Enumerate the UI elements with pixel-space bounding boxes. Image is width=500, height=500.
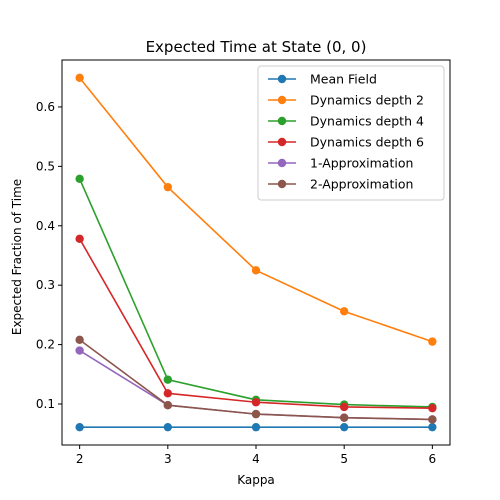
data-point — [163, 375, 173, 384]
data-point — [339, 422, 349, 432]
data-point — [75, 422, 84, 432]
y-tick-label: 0.1 — [36, 397, 55, 411]
data-point — [163, 400, 173, 410]
series-1 — [75, 422, 437, 432]
series-2 — [75, 73, 437, 346]
data-point — [75, 234, 84, 244]
data-point — [428, 337, 437, 346]
x-tick-label: 3 — [164, 452, 172, 466]
legend-entry: Dynamics depth 6 — [268, 135, 424, 150]
legend-marker — [277, 137, 287, 147]
x-axis-label: Kappa — [237, 473, 275, 487]
legend-marker — [277, 116, 287, 126]
legend-entry: Dynamics depth 2 — [268, 93, 424, 108]
legend-label: 1-Approximation — [310, 156, 413, 171]
legend-label: 2-Approximation — [310, 177, 413, 192]
legend-box — [257, 65, 445, 201]
series-6 — [75, 335, 437, 424]
data-point — [251, 422, 261, 432]
x-tick-label: 2 — [76, 452, 84, 466]
legend-label: Mean Field — [310, 72, 377, 87]
y-tick-label: 0.4 — [36, 219, 55, 233]
legend-marker — [277, 95, 287, 105]
x-tick-label: 6 — [429, 452, 437, 466]
data-point — [339, 402, 349, 412]
plot-area: 2 3 4 5 6 0.1 0.2 0.3 0.4 0.5 0.6 — [36, 59, 451, 466]
data-point — [75, 174, 84, 184]
data-point — [75, 335, 84, 345]
legend-label: Dynamics depth 4 — [310, 114, 424, 129]
legend: Mean Field Dynamics depth 2 Dynamics depth… — [257, 65, 445, 201]
data-point — [339, 413, 349, 422]
y-tick-label: 0.3 — [36, 278, 55, 292]
data-point — [163, 389, 173, 398]
y-tick-label: 0.2 — [36, 338, 55, 352]
data-point — [163, 182, 173, 192]
data-point — [251, 409, 261, 419]
legend-entry: 1-Approximation — [268, 156, 413, 171]
x-tick-label: 4 — [252, 452, 260, 466]
data-point — [251, 266, 261, 275]
legend-label: Dynamics depth 2 — [310, 93, 424, 108]
data-point — [428, 415, 437, 424]
data-point — [75, 73, 84, 83]
data-point — [339, 307, 349, 316]
legend-entry: Dynamics depth 4 — [268, 114, 424, 129]
series-4 — [75, 234, 437, 413]
y-tick-label: 0.6 — [36, 100, 55, 114]
data-point — [251, 398, 261, 407]
legend-label: Dynamics depth 6 — [310, 135, 424, 150]
legend-marker — [277, 179, 287, 189]
data-point — [163, 422, 173, 432]
data-point — [428, 403, 437, 413]
chart-title: Expected Time at State (0, 0) — [146, 38, 367, 56]
legend-marker — [277, 74, 287, 84]
y-axis-label: Expected Fraction of Time — [10, 179, 24, 335]
y-tick-label: 0.5 — [36, 159, 55, 173]
data-point — [75, 346, 84, 355]
legend-marker — [277, 158, 287, 168]
legend-entry: Mean Field — [268, 72, 377, 87]
legend-entry: 2-Approximation — [268, 177, 413, 192]
x-tick-label: 5 — [340, 452, 348, 466]
data-point — [428, 422, 437, 432]
